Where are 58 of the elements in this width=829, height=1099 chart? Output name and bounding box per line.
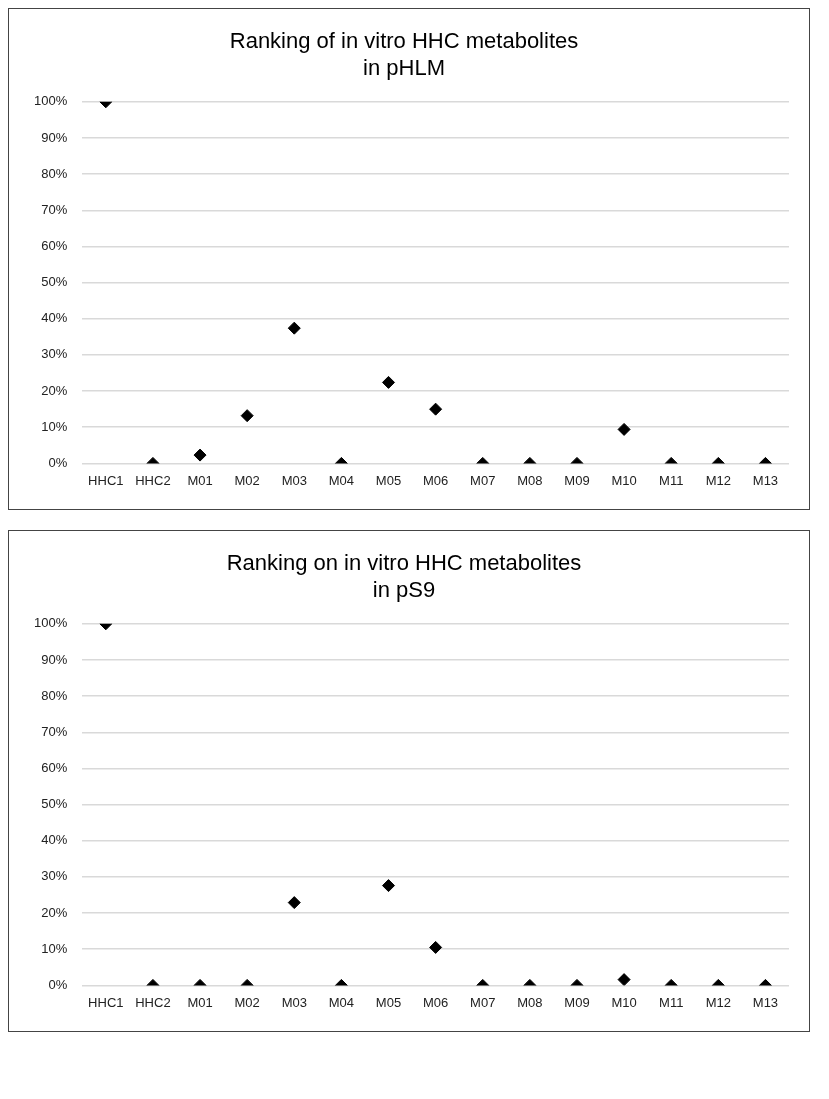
y-tick-label: 50% [41, 796, 68, 812]
x-tick-label: M08 [517, 994, 543, 1010]
x-tick-label: M06 [422, 994, 449, 1010]
point [382, 879, 396, 893]
x-tick-label: M13 [752, 472, 779, 488]
point [287, 321, 301, 335]
x-tick-label: HHC2 [135, 472, 171, 488]
x-tick-label: M08 [517, 472, 543, 488]
x-tick-label: M13 [752, 994, 779, 1010]
x-tick-label: M01 [187, 472, 213, 488]
y-tick-label: 30% [41, 868, 68, 884]
y-tick-label: 30% [41, 346, 68, 362]
y-tick-label: 60% [41, 760, 68, 776]
y-tick-label: 80% [41, 687, 68, 703]
y-tick-label: 100% [34, 615, 68, 631]
x-tick-label: M12 [705, 472, 731, 488]
x-tick-label: M10 [611, 994, 637, 1010]
x-tick-label: M06 [422, 472, 449, 488]
x-tick-label: HHC1 [88, 472, 124, 488]
x-tick-label: HHC1 [88, 994, 124, 1010]
chart-title: Ranking on in vitro HHC metabolites in pS9 [226, 550, 582, 602]
x-tick-label: M12 [705, 994, 731, 1010]
x-tick-label: M09 [564, 472, 590, 488]
x-tick-label: M07 [470, 994, 496, 1010]
y-tick-label: 0% [48, 454, 68, 470]
x-tick-label: M02 [234, 472, 260, 488]
x-tick-label: M05 [375, 472, 402, 488]
y-tick-label: 10% [41, 418, 68, 434]
y-tick-label: 90% [41, 651, 68, 667]
x-tick-label: M11 [659, 994, 684, 1010]
x-tick-label: M10 [611, 472, 637, 488]
y-tick-label: 70% [41, 723, 68, 739]
point [429, 402, 443, 416]
y-tick-label: 20% [41, 904, 68, 920]
y-tick-label: 10% [41, 940, 68, 956]
y-tick-label: 60% [41, 238, 68, 254]
y-tick-label: 20% [41, 382, 68, 398]
x-tick-label: M01 [187, 994, 213, 1010]
y-tick-label: 40% [41, 310, 68, 326]
y-tick-label: 0% [48, 976, 68, 992]
y-tick-label: 90% [41, 129, 68, 145]
y-tick-label: 50% [41, 274, 68, 290]
y-tick-label: 80% [41, 165, 68, 181]
x-tick-label: M02 [234, 994, 260, 1010]
x-tick-label: M09 [564, 994, 590, 1010]
y-tick-label: 70% [41, 201, 68, 217]
x-tick-label: M07 [470, 472, 496, 488]
x-tick-label: M03 [281, 994, 307, 1010]
x-tick-label: M11 [659, 472, 684, 488]
x-tick-label: M04 [328, 472, 355, 488]
x-tick-label: M04 [328, 994, 355, 1010]
chart-title: Ranking of in vitro HHC metabolites in pHLM [229, 28, 579, 80]
y-tick-label: 40% [41, 832, 68, 848]
point [382, 375, 396, 389]
y-tick-label: 100% [34, 93, 68, 109]
x-tick-label: M05 [375, 994, 402, 1010]
x-tick-label: HHC2 [135, 994, 171, 1010]
x-tick-label: M03 [281, 472, 307, 488]
